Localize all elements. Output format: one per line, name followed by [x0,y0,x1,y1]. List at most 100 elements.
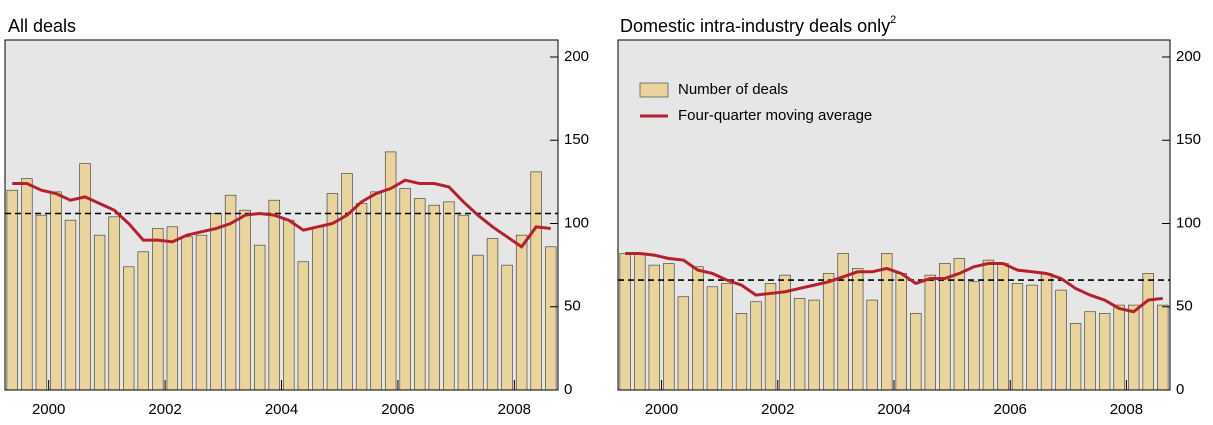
y-tick-label: 150 [1176,131,1201,148]
bar [428,204,440,391]
bar [1084,311,1096,391]
bar [457,214,470,391]
x-tick-label: 2000 [645,401,678,418]
bar [443,201,455,391]
bar [1157,304,1169,391]
bar [152,228,164,391]
legend-label: Four-quarter moving average [678,107,872,124]
bar [852,268,864,391]
bar [706,286,719,391]
title-text: Domestic intra-industry deals only [620,16,890,36]
bar [808,299,820,391]
bar [910,313,922,391]
bar [181,236,193,391]
bar [939,263,951,391]
moving-average-line [625,251,1163,314]
legend-swatch [639,82,669,98]
bar [515,234,528,391]
y-tick-label: 50 [1176,298,1193,315]
bar [486,238,499,391]
x-tick-label: 2006 [994,401,1027,418]
bar [312,226,324,391]
bar [895,273,907,391]
bar [297,261,310,391]
bar [123,266,135,391]
bar [239,209,251,391]
bar [355,203,368,391]
bar [953,258,966,391]
bar [268,199,280,391]
bar [1040,273,1053,391]
bar [253,244,266,391]
bar [414,198,426,391]
bar [93,234,106,391]
bar [50,191,62,391]
bar [648,264,660,391]
bar [35,214,48,391]
bar [1142,273,1154,391]
bar [210,213,222,391]
y-tick-label: 0 [564,381,572,398]
bar [370,191,382,391]
bar [764,283,777,391]
bar [924,274,936,391]
bar [750,301,762,391]
x-tick-label: 2004 [877,401,910,418]
y-tick-label: 100 [1176,214,1201,231]
bar [166,226,179,391]
moving-average-line [12,178,551,249]
bar [968,281,980,391]
bar [108,216,120,391]
bar [721,283,733,391]
y-tick-label: 0 [1176,381,1184,398]
y-tick-label: 150 [564,131,589,148]
x-tick-label: 2008 [498,401,531,418]
x-tick-label: 2002 [761,401,794,418]
bar [6,189,18,391]
x-tick-label: 2008 [1110,401,1143,418]
bar [137,251,149,391]
bar [472,254,484,391]
bar [793,298,806,391]
bar [677,296,690,391]
legend-label: Number of deals [678,81,788,98]
bar [1113,304,1125,391]
bar [545,246,557,391]
bar [692,266,704,391]
title-note: 2 [890,14,896,26]
bar [530,171,542,391]
y-tick-label: 200 [1176,48,1201,65]
bar [634,253,646,391]
bar [822,273,835,391]
bar [64,219,77,391]
x-tick-label: 2000 [32,401,65,418]
bar [21,178,33,391]
bar [399,188,411,391]
title-text: All deals [8,16,76,36]
chart-title: All deals [8,16,76,36]
bar [1128,304,1140,391]
bar [1069,323,1082,391]
y-tick-label: 50 [564,298,581,315]
x-tick-label: 2002 [148,401,181,418]
chart-title: Domestic intra-industry deals only2 [620,14,896,36]
bar [663,263,675,391]
bar [735,313,748,391]
bar [195,234,208,391]
bar [341,173,353,391]
bar [866,299,878,391]
bar [619,253,631,391]
bar [1026,284,1038,391]
bar [501,264,513,391]
bar [283,219,295,391]
bar [1098,313,1111,391]
y-tick-label: 100 [564,214,589,231]
x-tick-label: 2004 [265,401,298,418]
bar [881,253,893,391]
bar [1011,283,1024,391]
y-tick-label: 200 [564,48,589,65]
bar [1055,289,1067,391]
x-tick-label: 2006 [381,401,414,418]
bar [997,263,1009,391]
